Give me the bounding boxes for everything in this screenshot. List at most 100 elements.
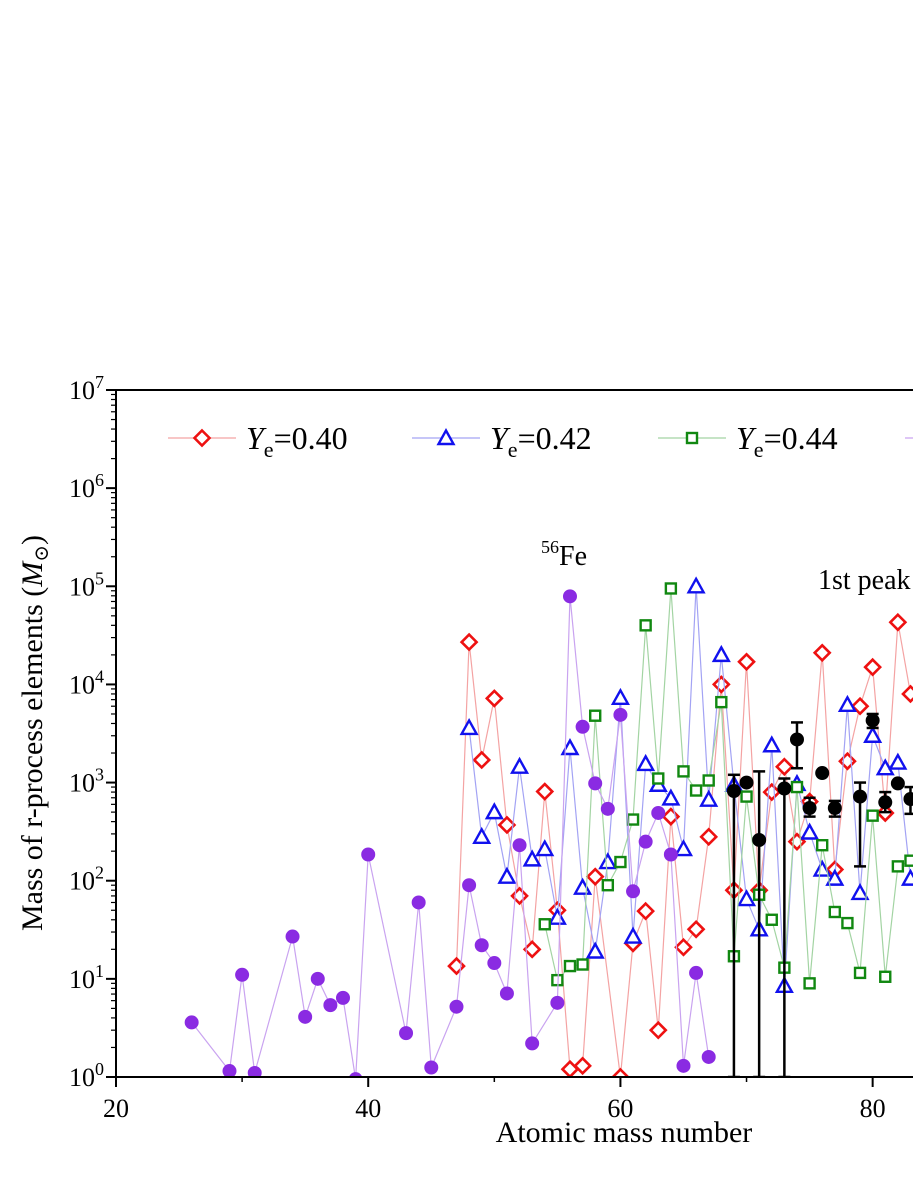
- series-layer: [184, 576, 913, 1077]
- data-point: [487, 956, 502, 971]
- data-point: [184, 1015, 199, 1030]
- data-point: [626, 884, 641, 899]
- data-point: [247, 1065, 262, 1077]
- y-tick-label: 107: [69, 372, 104, 405]
- data-point: [865, 713, 880, 728]
- data-point: [449, 999, 464, 1014]
- series-4: [184, 589, 716, 1077]
- data-point: [686, 576, 706, 594]
- data-point: [699, 827, 719, 847]
- data-point: [853, 966, 867, 980]
- legend: Ye=0.40 Ye=0.42 Ye=0.44: [168, 420, 913, 462]
- data-point: [664, 582, 678, 595]
- data-point: [652, 772, 665, 785]
- data-point: [711, 675, 731, 694]
- data-point: [878, 795, 893, 810]
- data-point: [459, 718, 479, 736]
- data-point: [891, 860, 905, 873]
- data-point: [462, 878, 477, 893]
- data-point: [424, 1060, 439, 1075]
- data-point: [576, 958, 589, 971]
- data-point: [613, 707, 628, 722]
- data-point: [815, 766, 830, 781]
- data-point: [726, 784, 741, 799]
- data-point: [686, 919, 706, 939]
- y-tick-label: 103: [69, 765, 104, 798]
- data-point: [890, 776, 905, 791]
- data-point: [563, 959, 577, 973]
- series-5: [726, 712, 913, 1077]
- data-point: [399, 1026, 414, 1041]
- data-point: [903, 792, 913, 807]
- data-point: [888, 612, 908, 632]
- data-point: [573, 877, 593, 895]
- legend-label: Ye=0.40: [246, 420, 348, 462]
- data-point: [538, 918, 551, 931]
- data-point: [702, 774, 715, 787]
- data-point: [661, 788, 681, 806]
- data-point: [601, 879, 615, 892]
- data-point: [499, 986, 514, 1001]
- data-point: [484, 802, 504, 820]
- series-3: [538, 582, 913, 990]
- data-point: [588, 776, 603, 791]
- data-point: [222, 1064, 237, 1077]
- data-point: [701, 1049, 716, 1064]
- data-point: [497, 815, 517, 835]
- data-point: [298, 1009, 313, 1024]
- x-tick-label: 20: [103, 1094, 129, 1123]
- data-point: [901, 684, 913, 704]
- legend-marker: [192, 428, 212, 448]
- y-tick-label: 105: [69, 568, 104, 601]
- x-axis-title: Atomic mass number: [496, 1116, 753, 1149]
- series-1: [447, 612, 913, 1077]
- data-point: [752, 832, 767, 847]
- legend-label: Ye=0.42: [490, 420, 592, 462]
- data-point: [335, 990, 350, 1005]
- data-point: [484, 689, 504, 708]
- data-point: [777, 781, 792, 796]
- data-point: [802, 801, 817, 816]
- annotation-fe56: 56Fe: [541, 537, 587, 572]
- data-point: [560, 738, 580, 756]
- data-point: [863, 725, 883, 743]
- data-point: [736, 889, 757, 907]
- data-point: [626, 813, 640, 826]
- axes-layer: 20 40 60 80 100 101 102 103 104 105 106 107 Atomic m…: [16, 372, 913, 1149]
- y-axis-title: Mass of r-process elements (M⊙): [16, 535, 53, 931]
- data-point: [762, 782, 782, 802]
- data-point: [816, 839, 829, 852]
- data-point: [510, 756, 530, 774]
- data-point: [522, 849, 542, 867]
- data-point: [348, 1072, 363, 1077]
- y-tick-label: 102: [69, 863, 104, 896]
- data-point: [676, 1058, 691, 1073]
- legend-marker: [685, 431, 699, 445]
- data-point: [663, 847, 678, 862]
- data-point: [551, 973, 564, 987]
- y-tick-label: 104: [69, 666, 104, 699]
- legend-item-1: Ye=0.40: [168, 420, 348, 462]
- data-point: [900, 868, 913, 886]
- data-point: [512, 838, 527, 853]
- data-point: [715, 695, 728, 709]
- y-tick-label: 101: [69, 961, 104, 994]
- data-point: [598, 852, 618, 870]
- legend-item-2: Ye=0.42: [412, 420, 592, 462]
- data-point: [825, 868, 845, 886]
- legend-marker: [436, 428, 456, 446]
- data-point: [600, 801, 615, 816]
- data-point: [677, 765, 690, 778]
- data-point: [474, 938, 489, 953]
- data-point: [310, 971, 325, 986]
- x-tick-label: 40: [355, 1094, 381, 1123]
- series-3-line: [544, 588, 911, 984]
- data-point: [589, 709, 602, 722]
- data-point: [562, 589, 577, 604]
- data-point: [639, 619, 652, 632]
- data-point: [323, 998, 338, 1013]
- data-point: [547, 907, 567, 925]
- data-point: [790, 780, 804, 794]
- data-point: [585, 867, 605, 886]
